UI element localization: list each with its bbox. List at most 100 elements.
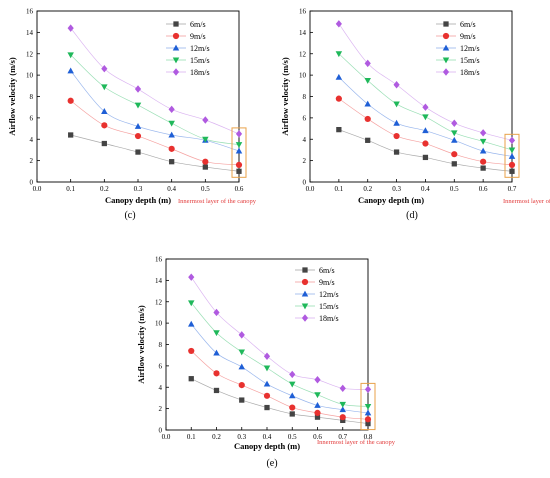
data-point-18m-s — [339, 384, 346, 393]
data-point-18m-s — [314, 376, 321, 384]
series-line-9m-s — [70, 100, 240, 166]
data-point-9m-s — [508, 161, 516, 168]
x-tick-label: 0.6 — [313, 433, 322, 441]
data-point-12m-s — [134, 123, 142, 129]
data-point-15m-s — [479, 138, 487, 145]
data-point-6m-s — [68, 132, 74, 138]
data-point-12m-s — [213, 349, 220, 356]
y-tick-label: 8 — [303, 93, 307, 101]
y-tick-label: 2 — [30, 157, 34, 165]
x-tick-label: 0.5 — [450, 185, 459, 193]
chart-panel-1: 0.0 0.1 0.2 0.3 0.4 0.5 0.6 0.7 0 2 4 6 8 10 12 14 16 Can… — [280, 8, 550, 222]
data-point-15m-s — [508, 147, 516, 154]
legend-marker — [301, 314, 309, 322]
data-point-15m-s — [235, 142, 243, 149]
y-tick-label: 6 — [303, 114, 307, 122]
x-axis-label: Canopy depth (m) — [358, 195, 424, 205]
y-tick-label: 10 — [26, 72, 34, 80]
data-point-6m-s — [213, 387, 220, 394]
data-point-6m-s — [239, 397, 245, 403]
annotation-text: Innermost layer of the canopy — [317, 439, 396, 446]
series-line-6m-s — [70, 134, 240, 172]
y-tick-label: 14 — [26, 29, 34, 37]
innermost-layer-highlight — [504, 133, 520, 178]
x-tick-label: 0.5 — [288, 433, 297, 441]
data-point-9m-s — [364, 115, 371, 123]
legend-label: 15m/s — [460, 56, 480, 65]
x-tick-label: 0.3 — [237, 433, 246, 441]
data-point-6m-s — [202, 164, 208, 170]
data-point-6m-s — [365, 420, 371, 427]
x-tick-label: 0.0 — [162, 433, 171, 441]
series-line-18m-s — [70, 27, 240, 135]
y-tick-label: 0 — [30, 179, 34, 187]
chart-panel-0: 0.0 0.1 0.2 0.3 0.4 0.5 0.6 0 2 4 6 8 10 12 14 16 Canopy… — [7, 8, 257, 222]
y-tick-label: 14 — [299, 29, 307, 37]
data-point-6m-s — [289, 411, 295, 417]
data-point-12m-s — [339, 406, 347, 413]
x-tick-label: 0.1 — [334, 185, 343, 193]
legend-marker — [301, 290, 309, 297]
panel-label: (c) — [124, 210, 135, 221]
data-point-12m-s — [238, 363, 246, 370]
x-tick-label: 0.5 — [201, 185, 210, 193]
x-tick-label: 0.1 — [66, 185, 75, 193]
y-tick-label: 8 — [159, 341, 163, 349]
data-point-18m-s — [67, 24, 74, 32]
y-tick-label: 14 — [155, 277, 163, 285]
legend-marker — [172, 44, 180, 51]
data-point-6m-s — [188, 376, 194, 382]
legend-marker — [442, 32, 450, 40]
data-point-15m-s — [187, 300, 195, 307]
y-axis-label: Airflow velocity (m/s) — [136, 305, 146, 384]
data-point-15m-s — [335, 51, 343, 58]
plot-frame — [36, 10, 240, 183]
innermost-layer-highlight — [231, 127, 247, 178]
data-point-9m-s — [235, 161, 243, 168]
legend-marker — [173, 21, 179, 27]
data-point-12m-s — [314, 402, 321, 408]
data-point-18m-s — [393, 81, 400, 89]
data-point-6m-s — [393, 149, 400, 155]
data-point-6m-s — [236, 168, 242, 174]
data-point-18m-s — [101, 64, 108, 73]
x-tick-label: 0.4 — [263, 433, 272, 441]
data-point-15m-s — [101, 84, 108, 91]
series-line-12m-s — [190, 323, 369, 414]
x-axis-label: Canopy depth (m) — [234, 441, 300, 451]
legend-label: 18m/s — [319, 314, 339, 323]
data-point-15m-s — [67, 52, 74, 59]
data-point-18m-s — [134, 85, 142, 93]
x-tick-label: 0.2 — [100, 185, 109, 193]
legend-marker — [172, 32, 180, 40]
y-tick-label: 12 — [299, 50, 307, 58]
data-point-15m-s — [213, 330, 220, 337]
data-point-18m-s — [235, 130, 243, 138]
legend-marker — [172, 68, 180, 76]
data-point-9m-s — [289, 404, 296, 411]
y-tick-label: 4 — [30, 136, 34, 144]
x-tick-label: 0.2 — [212, 433, 221, 441]
legend-label: 6m/s — [319, 266, 335, 275]
data-point-18m-s — [238, 331, 245, 339]
x-tick-label: 0.3 — [392, 185, 401, 193]
legend-label: 12m/s — [319, 290, 339, 299]
data-point-15m-s — [451, 130, 458, 137]
legend-label: 12m/s — [460, 44, 480, 53]
data-point-12m-s — [422, 127, 429, 134]
data-point-15m-s — [364, 77, 371, 84]
x-tick-label: 0.4 — [167, 185, 176, 193]
data-point-18m-s — [335, 20, 342, 28]
data-point-18m-s — [289, 370, 296, 379]
data-point-15m-s — [288, 381, 296, 388]
x-tick-label: 0.3 — [134, 185, 143, 193]
data-point-15m-s — [339, 401, 347, 408]
data-point-12m-s — [168, 131, 175, 138]
data-point-15m-s — [168, 120, 175, 127]
x-tick-label: 0.8 — [364, 433, 373, 441]
data-point-15m-s — [263, 365, 271, 372]
y-tick-label: 10 — [155, 320, 163, 328]
x-tick-label: 0.4 — [421, 185, 430, 193]
data-point-9m-s — [393, 132, 400, 140]
